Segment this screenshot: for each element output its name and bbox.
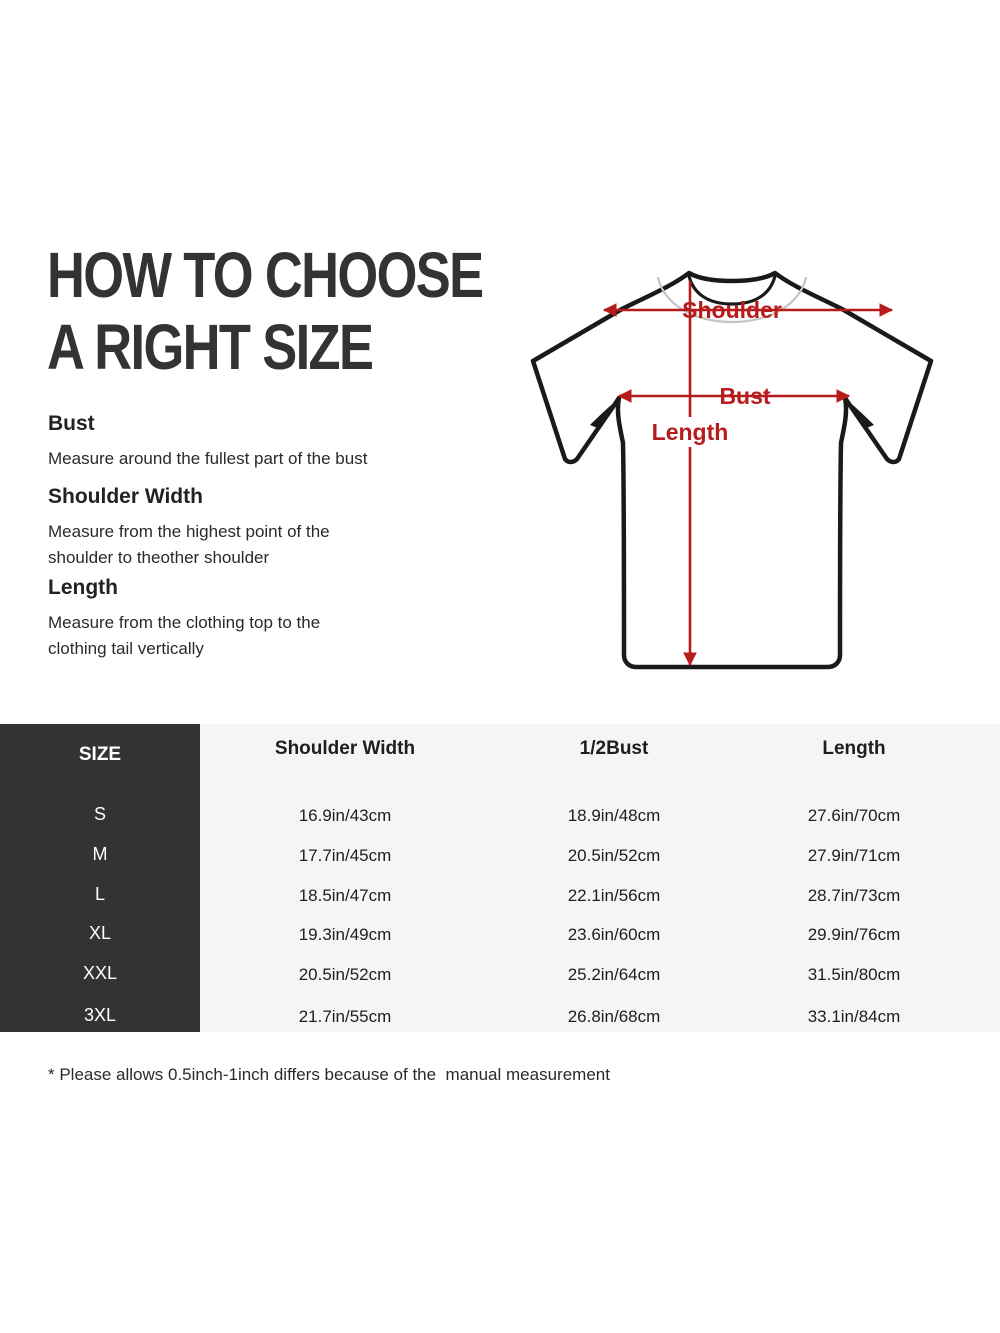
svg-text:Length: Length: [652, 419, 729, 445]
svg-text:Shoulder: Shoulder: [682, 297, 782, 323]
svg-text:Bust: Bust: [719, 383, 770, 409]
